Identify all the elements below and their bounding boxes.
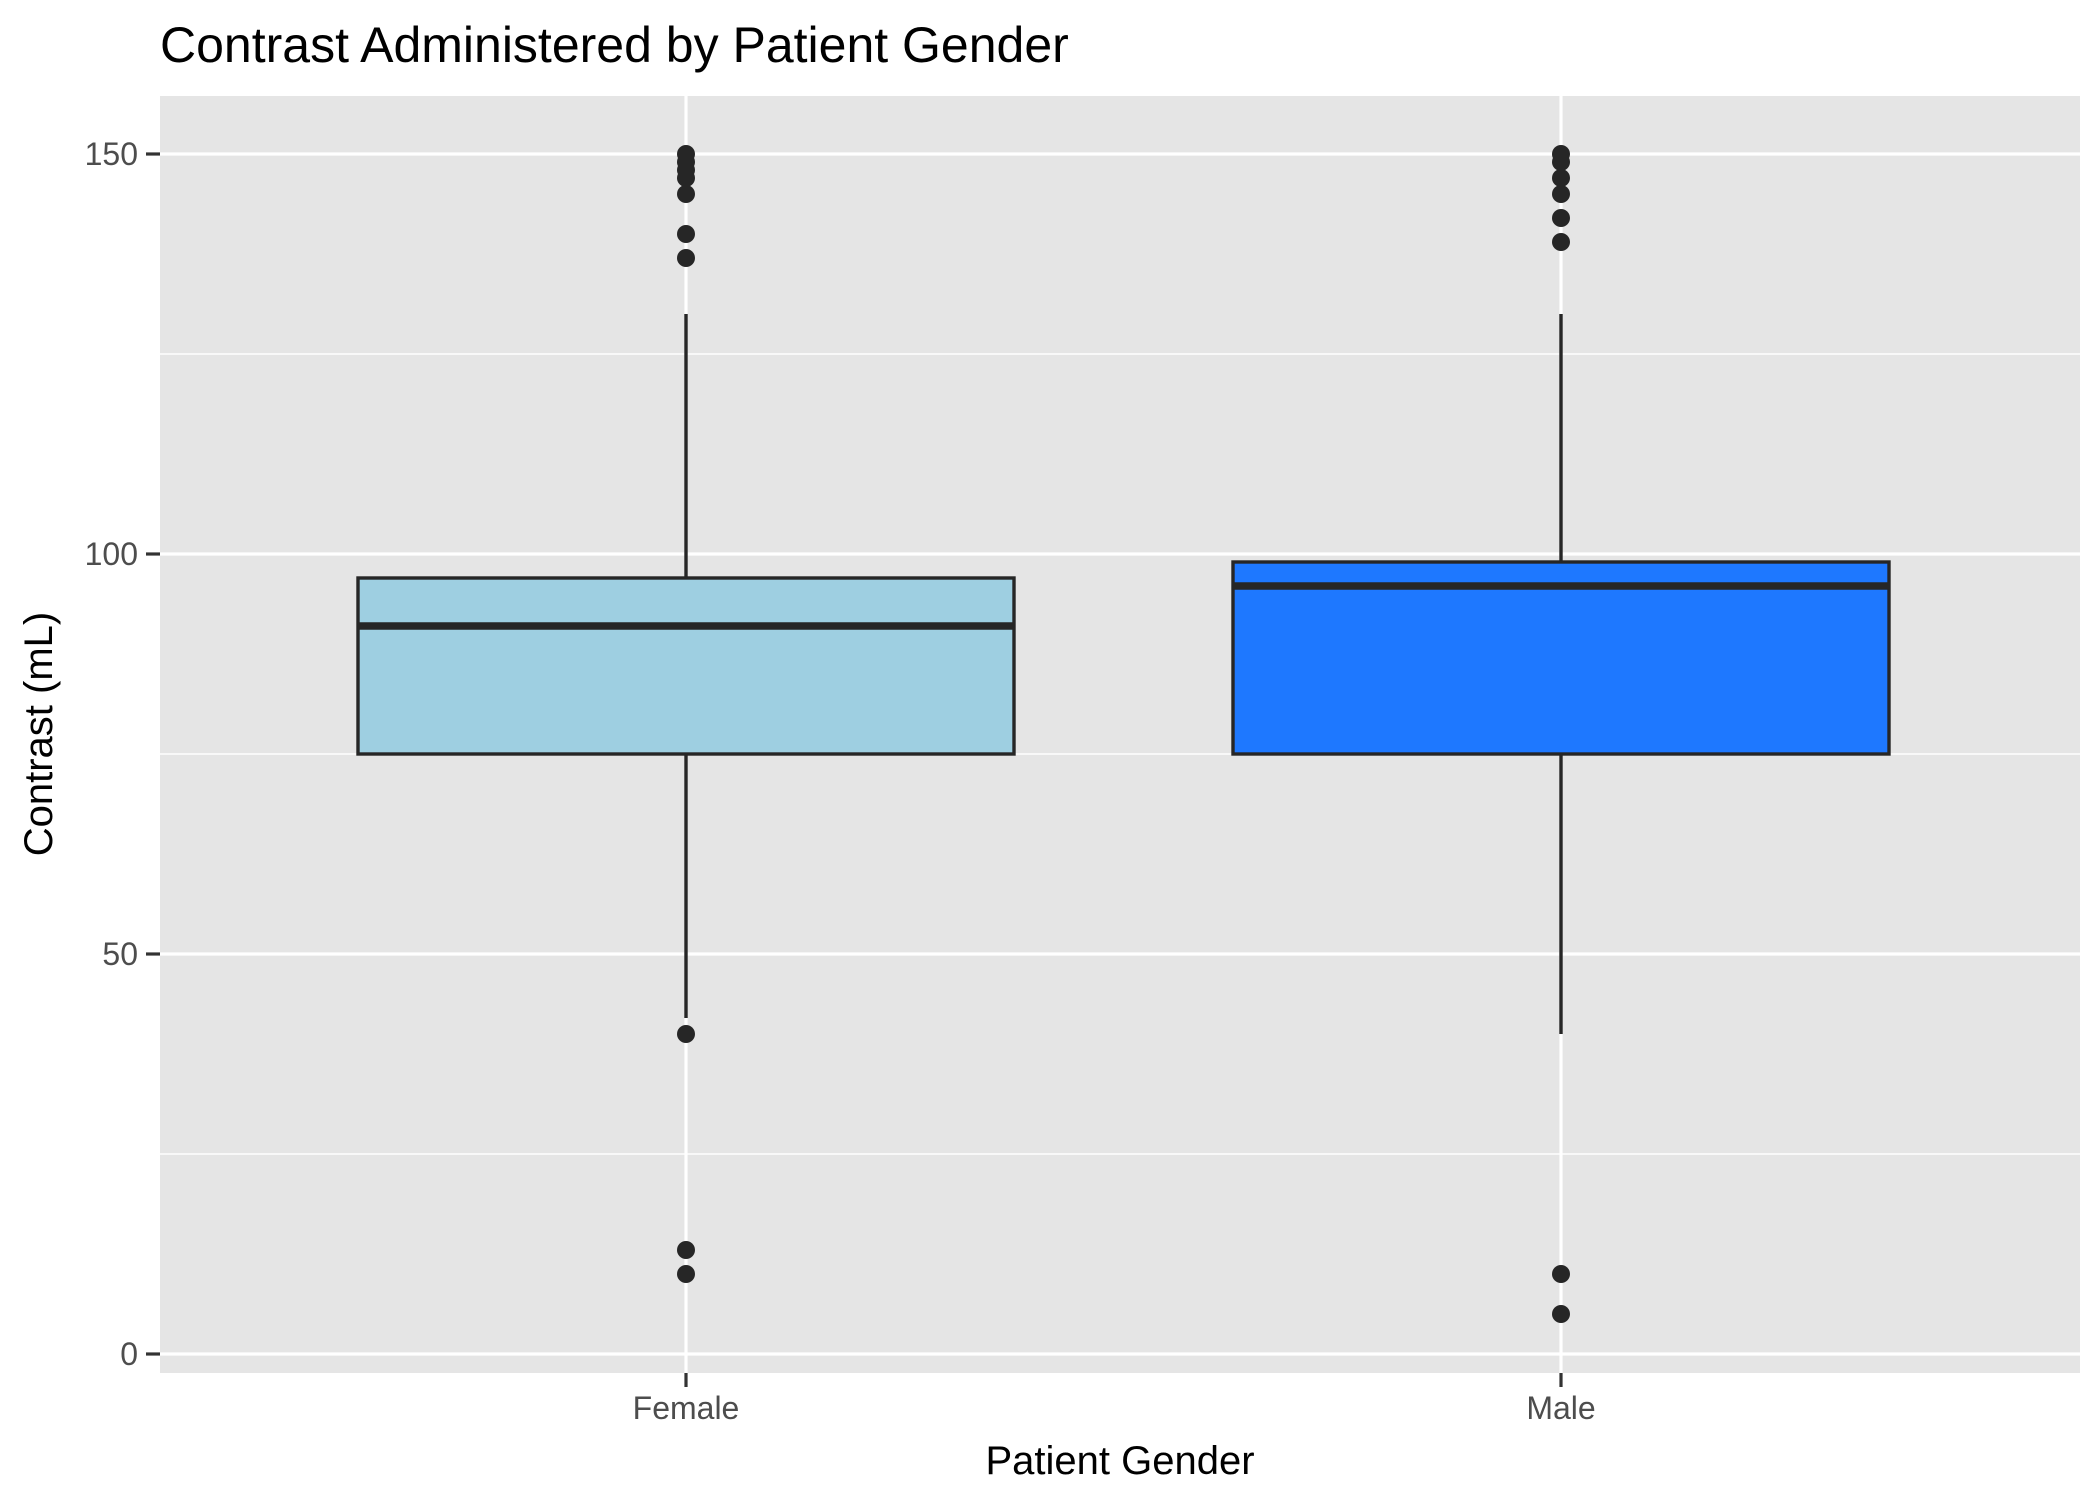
outlier-point (1552, 233, 1570, 251)
outlier-point (677, 249, 695, 267)
iqr-box (356, 576, 1016, 756)
box-layer (356, 145, 1891, 1323)
y-axis-title: Contrast (mL) (17, 612, 61, 857)
x-axis-title: Patient Gender (985, 1439, 1254, 1483)
axis-layer: 0 50 100 150 Female Male (85, 136, 1596, 1426)
y-tick-label: 150 (85, 136, 138, 172)
outlier-point (1552, 185, 1570, 203)
outlier-point (1552, 153, 1570, 171)
outlier-point (677, 225, 695, 243)
x-tick-label-female: Female (633, 1390, 740, 1426)
chart-title: Contrast Administered by Patient Gender (160, 17, 1069, 73)
outlier-point (677, 169, 695, 187)
y-tick-label: 0 (120, 1336, 138, 1372)
outlier-point (1552, 1305, 1570, 1323)
x-tick-label-male: Male (1526, 1390, 1595, 1426)
y-tick-label: 50 (102, 936, 138, 972)
box-male (1231, 145, 1891, 1323)
box-female (356, 145, 1016, 1283)
outlier-point (677, 1025, 695, 1043)
iqr-box (1231, 560, 1891, 756)
grid-layer (160, 96, 2080, 1373)
y-tick-label: 100 (85, 536, 138, 572)
outlier-point (1552, 209, 1570, 227)
outlier-point (1552, 169, 1570, 187)
outlier-point (677, 1265, 695, 1283)
outlier-point (677, 185, 695, 203)
outlier-point (677, 1241, 695, 1259)
outlier-point (1552, 1265, 1570, 1283)
